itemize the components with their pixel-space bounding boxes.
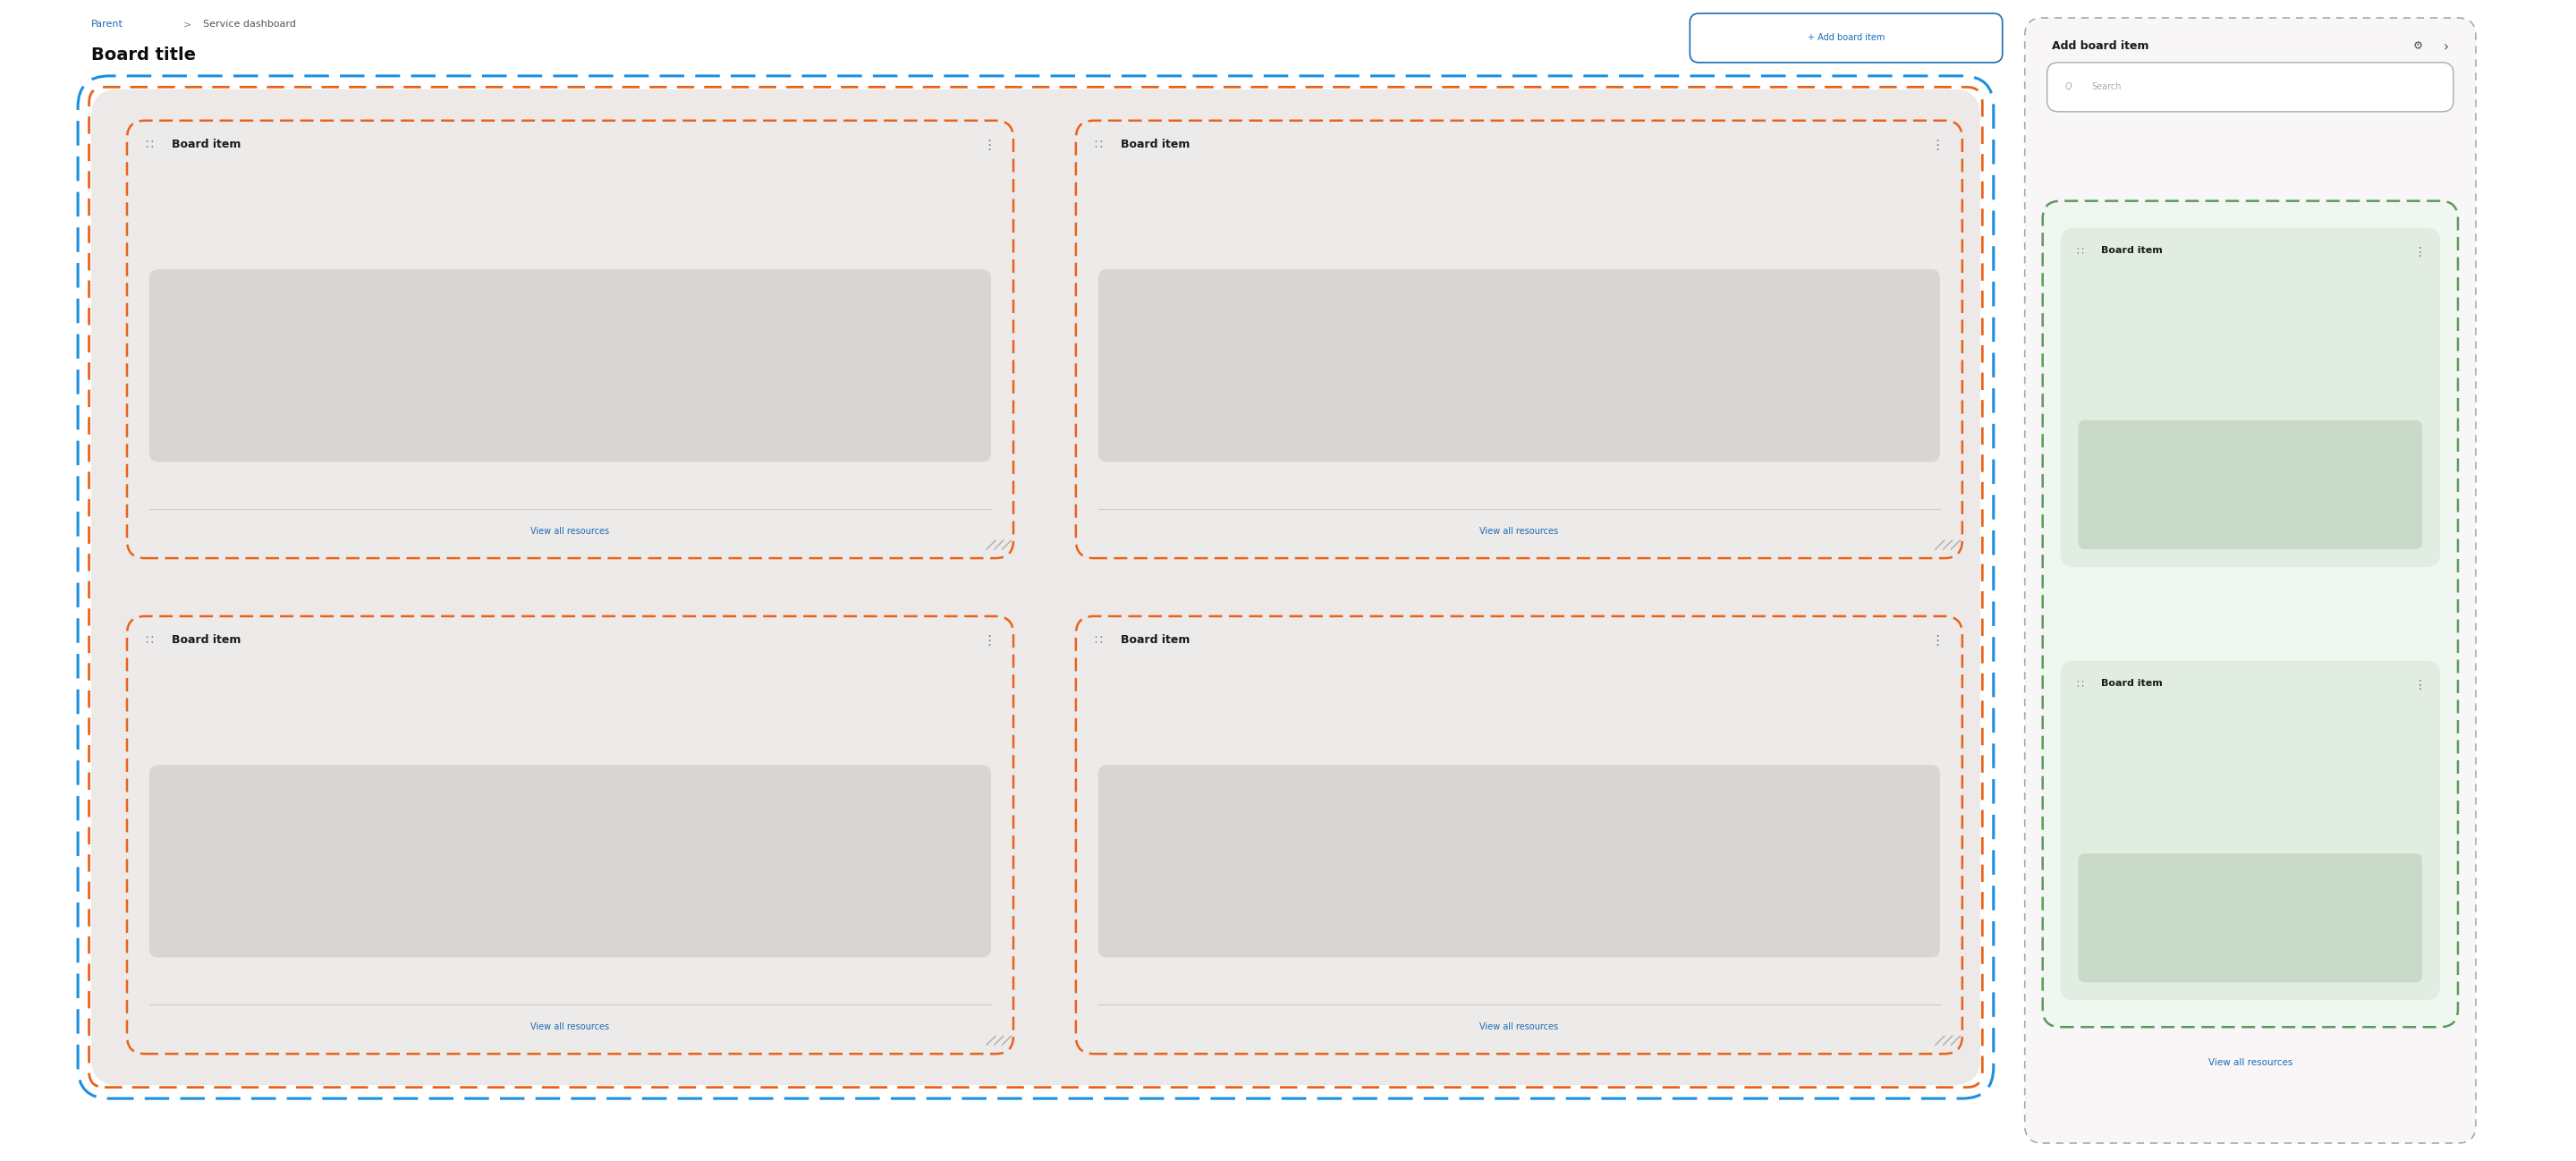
Text: Q: Q [2066, 82, 2071, 92]
Text: ∷: ∷ [144, 138, 152, 151]
FancyBboxPatch shape [1077, 121, 1963, 558]
Text: ⋮: ⋮ [981, 634, 994, 648]
Text: Board item: Board item [2099, 679, 2161, 687]
FancyBboxPatch shape [2079, 853, 2421, 982]
Text: View all resources: View all resources [531, 527, 611, 536]
FancyBboxPatch shape [1097, 269, 1940, 462]
FancyBboxPatch shape [90, 89, 1981, 1086]
Text: + Add board item: + Add board item [1808, 34, 1886, 43]
Text: Parent: Parent [90, 20, 124, 29]
FancyBboxPatch shape [1077, 616, 1963, 1054]
Text: Board item: Board item [1121, 138, 1190, 150]
FancyBboxPatch shape [126, 616, 1012, 1054]
Text: ∷: ∷ [2076, 679, 2084, 691]
FancyBboxPatch shape [2025, 17, 2476, 1144]
FancyBboxPatch shape [1690, 14, 2002, 63]
Text: View all resources: View all resources [2208, 1059, 2293, 1067]
FancyBboxPatch shape [2061, 228, 2439, 567]
Text: Search: Search [2092, 82, 2123, 92]
Text: View all resources: View all resources [531, 1023, 611, 1031]
Text: ›: › [2445, 41, 2450, 53]
Text: Add board item: Add board item [2050, 41, 2148, 52]
Text: ∷: ∷ [1095, 634, 1103, 647]
Text: Board item: Board item [173, 138, 242, 150]
Text: ⋮: ⋮ [1932, 634, 1945, 648]
FancyBboxPatch shape [2079, 420, 2421, 549]
FancyBboxPatch shape [2043, 201, 2458, 1027]
Text: View all resources: View all resources [1479, 1023, 1558, 1031]
Text: ∷: ∷ [144, 634, 152, 647]
Text: Board title: Board title [90, 46, 196, 64]
Text: ⋮: ⋮ [1932, 138, 1945, 152]
Text: Board item: Board item [1121, 634, 1190, 646]
Text: Board item: Board item [2099, 246, 2161, 254]
FancyBboxPatch shape [2048, 63, 2452, 111]
FancyBboxPatch shape [149, 765, 992, 958]
FancyBboxPatch shape [2061, 661, 2439, 1001]
Text: Board item: Board item [173, 634, 242, 646]
Text: ⋮: ⋮ [2414, 246, 2427, 258]
FancyBboxPatch shape [1097, 765, 1940, 958]
Text: ∷: ∷ [1095, 138, 1103, 151]
FancyBboxPatch shape [149, 269, 992, 462]
Text: Service dashboard: Service dashboard [204, 20, 296, 29]
Text: ⋮: ⋮ [2414, 679, 2427, 691]
FancyBboxPatch shape [126, 121, 1012, 558]
Text: ⚙: ⚙ [2414, 41, 2424, 52]
Text: ∷: ∷ [2076, 246, 2084, 258]
Text: View all resources: View all resources [1479, 527, 1558, 536]
Text: >: > [183, 20, 191, 29]
Text: ⋮: ⋮ [981, 138, 994, 152]
